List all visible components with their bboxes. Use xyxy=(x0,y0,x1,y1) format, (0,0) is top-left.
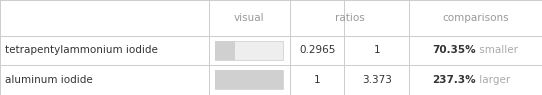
FancyBboxPatch shape xyxy=(215,41,235,60)
Text: 70.35%: 70.35% xyxy=(432,45,476,55)
Text: aluminum iodide: aluminum iodide xyxy=(5,75,93,85)
Text: 237.3%: 237.3% xyxy=(432,75,476,85)
Text: 1: 1 xyxy=(373,45,380,55)
Text: visual: visual xyxy=(234,13,264,23)
Text: tetrapentylammonium iodide: tetrapentylammonium iodide xyxy=(5,45,158,55)
FancyBboxPatch shape xyxy=(215,70,283,89)
FancyBboxPatch shape xyxy=(215,41,283,60)
Text: 0.2965: 0.2965 xyxy=(299,45,335,55)
Text: smaller: smaller xyxy=(476,45,518,55)
Text: 1: 1 xyxy=(314,75,320,85)
FancyBboxPatch shape xyxy=(215,70,283,89)
Text: 3.373: 3.373 xyxy=(362,75,392,85)
Text: ratios: ratios xyxy=(335,13,364,23)
Text: larger: larger xyxy=(476,75,510,85)
Text: comparisons: comparisons xyxy=(442,13,509,23)
